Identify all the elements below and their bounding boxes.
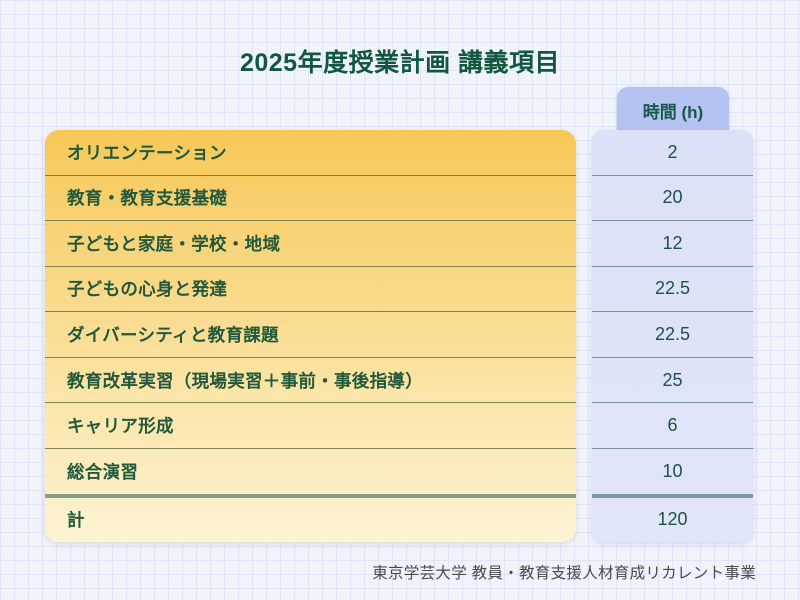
table-row-hours: 6 [592,402,753,448]
table-row-label: キャリア形成 [45,402,576,448]
hours-value: 6 [667,415,678,436]
subject-label: 子どもの心身と発達 [67,279,228,300]
hours-column-header: 時間 (h) [617,87,729,134]
subject-label: キャリア形成 [67,416,174,437]
hours-value: 10 [662,460,683,481]
subject-label: 教育・教育支援基礎 [67,188,228,209]
table-row-hours: 22.5 [592,265,753,312]
hours-value: 2 [667,141,678,162]
subject-label: ダイバーシティと教育課題 [67,325,279,346]
hours-value: 12 [662,232,683,253]
subject-label: 子どもと家庭・学校・地域 [67,233,281,254]
table-row-label: 教育・教育支援基礎 [45,174,576,221]
subject-label: 総合演習 [67,461,139,482]
hours-value: 20 [662,187,683,208]
total-row-hours: 120 [592,493,753,543]
table-row-hours: 2 [592,130,753,175]
footer-credit: 東京学芸大学 教員・教育支援人材育成リカレント事業 [372,565,756,582]
subject-label: オリエンテーション [67,142,227,163]
table-row-label: 子どもと家庭・学校・地域 [45,220,576,266]
table-row-label: 総合演習 [45,447,576,494]
table-row-label: ダイバーシティと教育課題 [45,311,576,357]
hours-value: 22.5 [654,278,691,299]
table-row-label: 教育改革実習（現場実習＋事前・事後指導） [45,356,576,403]
page-title: 2025年度授業計画 講義項目 [239,49,561,77]
table-row-label: 子どもの心身と発達 [45,265,576,312]
table-row-label: オリエンテーション [45,130,576,175]
hours-header-label: 時間 (h) [642,103,704,122]
table-row-hours: 22.5 [592,311,753,357]
table-row-hours: 20 [592,174,753,221]
total-row-label: 計 [45,493,576,543]
subject-label: 教育改革実習（現場実習＋事前・事後指導） [67,370,423,391]
hours-value: 120 [657,509,688,530]
table-row-hours: 12 [592,220,753,266]
hours-value: 25 [662,369,683,390]
subject-label: 計 [67,510,85,531]
table-row-hours: 25 [592,356,753,403]
hours-value: 22.5 [654,324,691,345]
lecture-plan-table: オリエンテーション 教育・教育支援基礎子どもと家庭・学校・地域 子どもの心身と発達ダ… [45,130,753,542]
table-row-hours: 10 [592,447,753,494]
hours-column: 2 20 12 22.5 22.5 25 6 10 120 [592,130,753,542]
subject-column: オリエンテーション 教育・教育支援基礎子どもと家庭・学校・地域 子どもの心身と発達ダ… [45,130,576,542]
